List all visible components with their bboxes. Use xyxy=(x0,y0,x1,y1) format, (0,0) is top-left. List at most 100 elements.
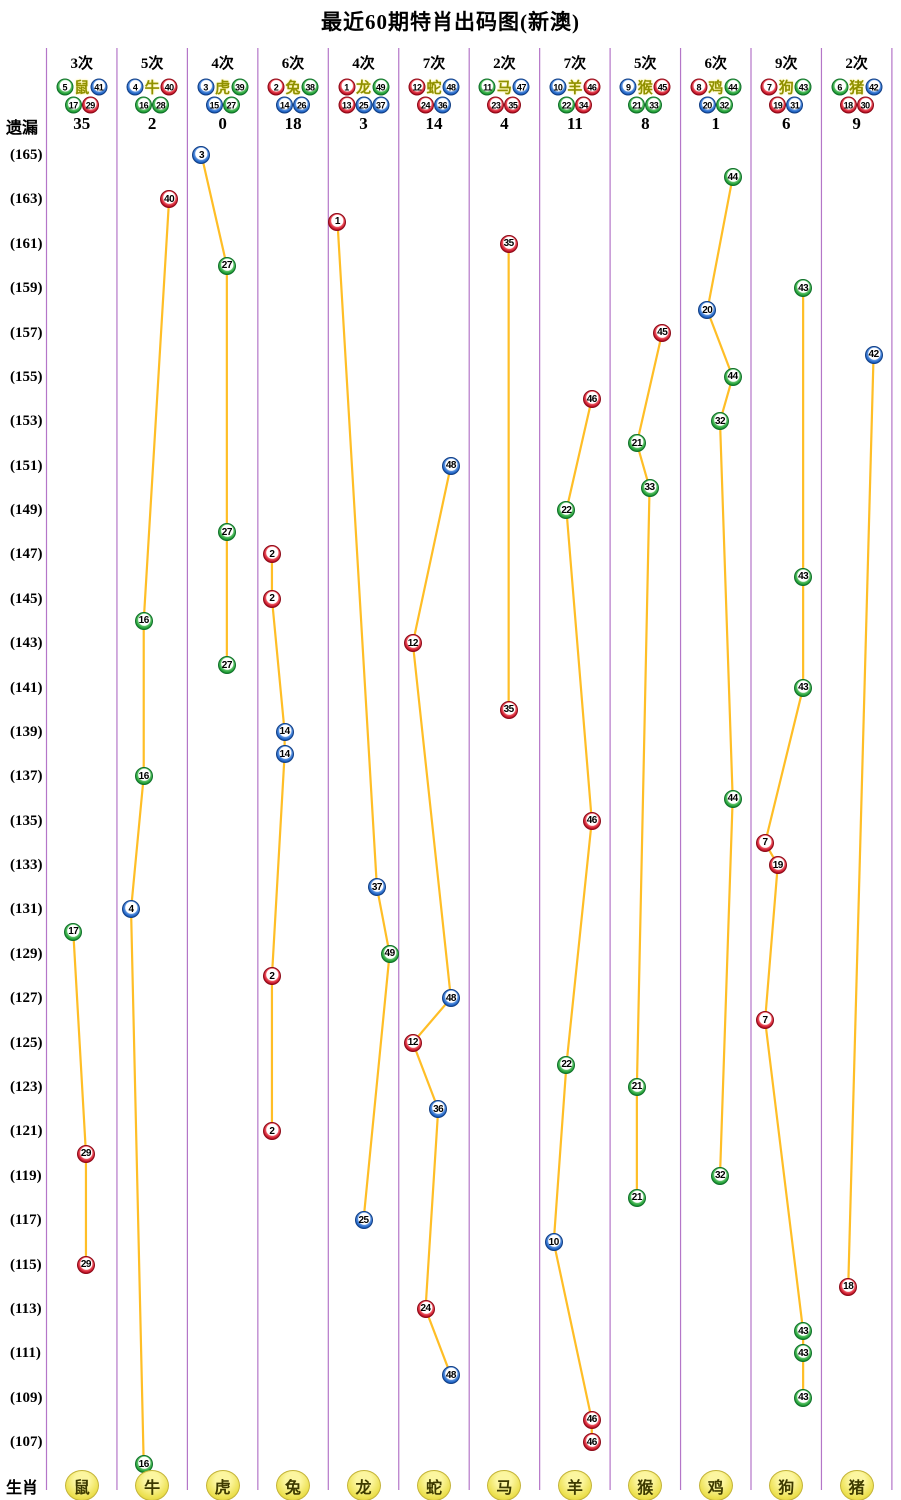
zodiac-badge: 鼠 xyxy=(64,1470,99,1500)
trend-line xyxy=(270,554,286,1132)
y-axis-label: (119) xyxy=(10,1167,42,1184)
number-ball: 16 xyxy=(135,96,153,114)
number-ball: 30 xyxy=(856,96,874,114)
missing-row-label: 遗漏 xyxy=(6,120,39,137)
number-ball: 19 xyxy=(769,96,787,114)
zodiac-char: 猴 xyxy=(637,80,653,97)
data-point-ball: 37 xyxy=(367,878,386,897)
missing-count: 2 xyxy=(147,114,157,133)
data-point-ball: 16 xyxy=(134,611,153,630)
data-point-ball: 12 xyxy=(403,1033,422,1052)
number-ball: 18 xyxy=(839,96,857,114)
number-ball: 20 xyxy=(698,96,716,114)
zodiac-badge: 猪 xyxy=(839,1470,874,1500)
data-point-ball: 24 xyxy=(416,1299,435,1318)
y-axis-label: (131) xyxy=(10,901,43,918)
zodiac-char: 牛 xyxy=(144,80,160,97)
zodiac-row-label: 生肖 xyxy=(6,1480,39,1497)
y-axis-label: (139) xyxy=(10,723,43,740)
y-axis-label: (161) xyxy=(10,235,43,252)
zodiac-header-row: 6 猪 42 xyxy=(831,77,883,98)
zodiac-header-row: 10 羊 46 xyxy=(549,77,601,98)
number-ball: 25 xyxy=(355,96,373,114)
number-ball: 36 xyxy=(433,96,451,114)
y-axis-label: (155) xyxy=(10,368,43,385)
number-ball: 8 xyxy=(690,78,708,96)
number-ball: 29 xyxy=(81,96,99,114)
zodiac-char: 兔 xyxy=(285,80,301,97)
data-point-ball: 49 xyxy=(380,944,399,963)
data-point-ball: 2 xyxy=(262,967,281,986)
y-axis-label: (159) xyxy=(10,280,43,297)
number-ball: 6 xyxy=(831,78,849,96)
zodiac-header-row2: 18 30 xyxy=(839,96,874,114)
trend-line xyxy=(552,398,593,1443)
missing-count: 1 xyxy=(711,114,721,133)
zodiac-header-row: 4 牛 40 xyxy=(126,77,178,98)
zodiac-badge: 羊 xyxy=(557,1470,592,1500)
zodiac-header-row: 3 虎 39 xyxy=(197,77,249,98)
column-count-label: 7次 xyxy=(422,56,446,72)
data-point-ball: 43 xyxy=(794,678,813,697)
data-point-ball: 2 xyxy=(262,1122,281,1141)
zodiac-header-row2: 21 33 xyxy=(628,96,663,114)
y-axis-label: (149) xyxy=(10,502,43,519)
data-point-ball: 35 xyxy=(499,700,518,719)
missing-count: 8 xyxy=(641,114,650,133)
number-ball: 24 xyxy=(416,96,434,114)
data-point-ball: 21 xyxy=(627,1188,646,1207)
number-ball: 35 xyxy=(504,96,522,114)
data-point-ball: 27 xyxy=(217,523,236,542)
page-title: 最近60期特肖出码图(新澳) xyxy=(321,10,580,34)
zodiac-char: 虎 xyxy=(215,80,231,97)
column-count-label: 9次 xyxy=(774,56,798,72)
data-point-ball: 48 xyxy=(441,456,460,475)
y-axis-label: (143) xyxy=(10,635,43,652)
y-axis-label: (163) xyxy=(10,191,43,208)
data-point-ball: 14 xyxy=(275,745,294,764)
zodiac-badge: 狗 xyxy=(769,1470,804,1500)
zodiac-badge: 猴 xyxy=(628,1470,663,1500)
number-ball: 38 xyxy=(301,78,319,96)
column-count-label: 2次 xyxy=(493,56,516,72)
data-point-ball: 32 xyxy=(711,1166,729,1185)
zodiac-header-row2: 20 32 xyxy=(698,96,733,114)
data-point-ball: 46 xyxy=(582,1433,601,1452)
number-ball: 48 xyxy=(442,78,460,96)
number-ball: 22 xyxy=(557,96,575,114)
number-ball: 12 xyxy=(408,78,426,96)
data-point-ball: 44 xyxy=(723,367,742,386)
y-axis-label: (115) xyxy=(10,1256,42,1273)
number-ball: 14 xyxy=(276,96,294,114)
data-point-ball: 21 xyxy=(627,434,646,453)
zodiac-badge: 龙 xyxy=(346,1470,381,1500)
data-point-ball: 16 xyxy=(134,767,153,786)
number-ball: 32 xyxy=(715,96,733,114)
data-point-ball: 21 xyxy=(627,1077,646,1096)
number-ball: 39 xyxy=(231,78,249,96)
number-ball: 37 xyxy=(372,96,390,114)
number-ball: 23 xyxy=(487,96,505,114)
number-ball: 3 xyxy=(197,78,215,96)
column-count-label: 6次 xyxy=(704,56,728,72)
data-point-ball: 12 xyxy=(403,634,422,653)
missing-count: 35 xyxy=(73,114,91,133)
data-point-ball: 3 xyxy=(192,146,211,164)
zodiac-header-row2: 13 25 37 xyxy=(338,96,390,114)
data-point-ball: 46 xyxy=(582,390,601,409)
data-point-ball: 44 xyxy=(723,789,742,808)
zodiac-header-row: 5 鼠 41 xyxy=(56,77,108,98)
data-point-ball: 17 xyxy=(64,922,83,941)
data-point-ball: 32 xyxy=(711,412,729,431)
data-point-ball: 18 xyxy=(839,1277,858,1296)
zodiac-header-row: 7 狗 43 xyxy=(760,77,812,98)
column-count-label: 3次 xyxy=(70,56,93,72)
zodiac-badge: 牛 xyxy=(135,1470,170,1500)
data-point-ball: 43 xyxy=(794,1388,813,1407)
data-point-ball: 10 xyxy=(544,1233,563,1252)
missing-count: 11 xyxy=(566,114,583,133)
y-axis-label: (125) xyxy=(10,1034,43,1051)
number-ball: 44 xyxy=(724,78,742,96)
missing-count: 6 xyxy=(781,114,791,133)
number-ball: 26 xyxy=(293,96,311,114)
